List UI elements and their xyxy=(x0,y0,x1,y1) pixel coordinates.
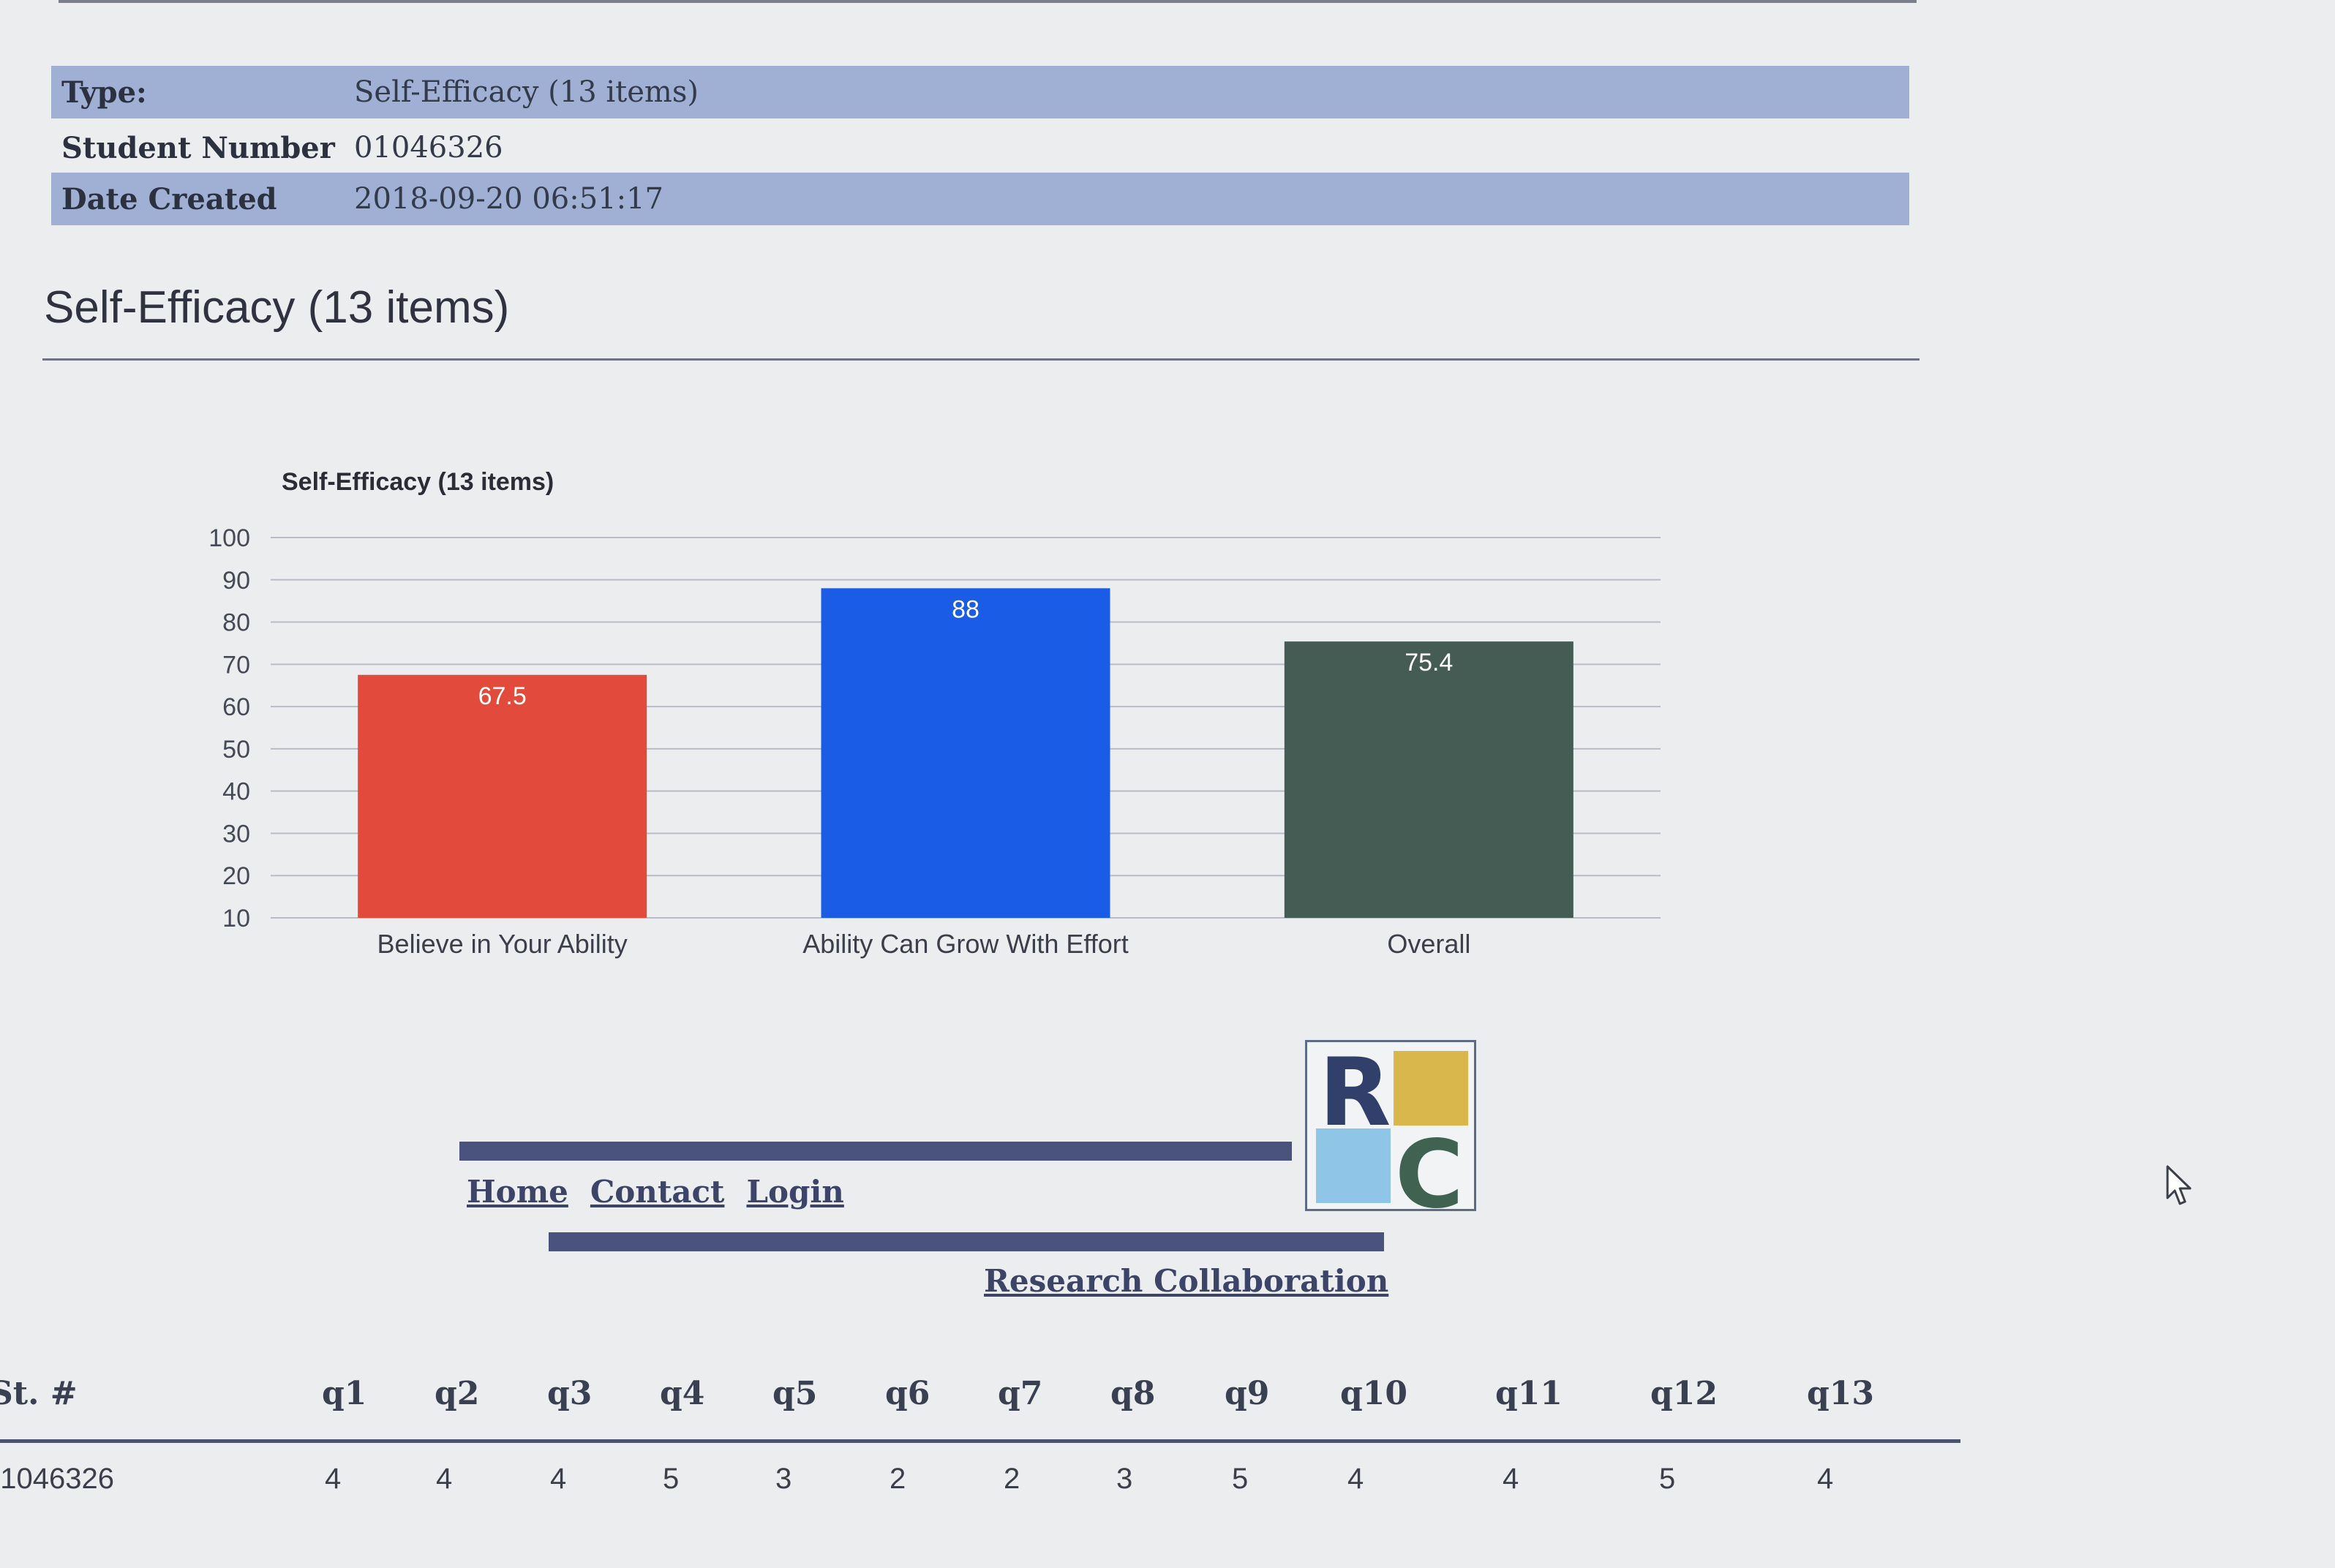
bar-2 xyxy=(821,588,1110,918)
data-label-1: 67.5 xyxy=(478,682,527,710)
header-q8: q8 xyxy=(1110,1375,1156,1412)
header-q7: q7 xyxy=(998,1375,1043,1412)
cell-student-number: 01046326 xyxy=(0,1463,114,1495)
logo-quadrant-gold xyxy=(1394,1051,1468,1126)
header-q11: q11 xyxy=(1495,1375,1563,1412)
y-tick-50: 50 xyxy=(222,736,250,764)
header-q13: q13 xyxy=(1807,1375,1874,1412)
header-q3: q3 xyxy=(547,1375,593,1412)
header-student-number: St. # xyxy=(0,1375,78,1412)
cell-q9: 5 xyxy=(1232,1463,1249,1495)
cell-q11: 4 xyxy=(1503,1463,1519,1495)
bar-1 xyxy=(358,674,647,918)
cell-q10: 4 xyxy=(1347,1463,1364,1495)
cell-q13: 4 xyxy=(1817,1463,1834,1495)
rc-logo: R C xyxy=(1305,1039,1476,1222)
y-tick-60: 60 xyxy=(222,693,250,721)
x-tick-label-1: Believe in Your Ability xyxy=(377,929,628,959)
y-tick-10: 10 xyxy=(222,905,250,932)
x-tick-label-3: Overall xyxy=(1387,929,1470,959)
cell-q1: 4 xyxy=(325,1463,342,1495)
top-divider xyxy=(59,0,1917,3)
logo-quadrant-r xyxy=(1316,1051,1391,1126)
logo-quadrant-blue xyxy=(1316,1128,1391,1203)
date-created-value: 2018-09-20 06:51:17 xyxy=(354,182,663,216)
section-divider xyxy=(42,358,1919,361)
cell-q12: 5 xyxy=(1659,1463,1676,1495)
y-tick-70: 70 xyxy=(222,651,250,679)
y-tick-40: 40 xyxy=(222,778,250,806)
y-tick-80: 80 xyxy=(222,609,250,637)
cell-q6: 2 xyxy=(890,1463,906,1495)
info-row-date: Date Created 2018-09-20 06:51:17 xyxy=(51,173,1909,225)
nav-bar-top xyxy=(459,1142,1292,1161)
type-label: Type: xyxy=(61,75,147,110)
home-link[interactable]: Home xyxy=(467,1174,568,1210)
header-q1: q1 xyxy=(322,1375,367,1412)
cell-q4: 5 xyxy=(663,1463,680,1495)
cell-q3: 4 xyxy=(550,1463,567,1495)
section-title: Self-Efficacy (13 items) xyxy=(44,282,510,333)
contact-link[interactable]: Contact xyxy=(590,1174,725,1210)
info-row-student: Student Number 01046326 xyxy=(51,121,1909,174)
nav-links: Home Contact Login xyxy=(467,1174,844,1210)
x-tick-label-2: Ability Can Grow With Effort xyxy=(802,929,1128,959)
bar-3 xyxy=(1284,641,1573,918)
header-q12: q12 xyxy=(1650,1375,1718,1412)
header-q4: q4 xyxy=(660,1375,705,1412)
header-q2: q2 xyxy=(435,1375,480,1412)
header-q5: q5 xyxy=(772,1375,818,1412)
logo-letter-r: R xyxy=(1319,1039,1391,1147)
data-label-2: 88 xyxy=(952,595,980,623)
student-number-value: 01046326 xyxy=(354,131,503,165)
info-row-type: Type: Self-Efficacy (13 items) xyxy=(51,66,1909,118)
cell-q8: 3 xyxy=(1116,1463,1133,1495)
login-link[interactable]: Login xyxy=(746,1174,844,1210)
header-q6: q6 xyxy=(885,1375,930,1412)
y-tick-100: 100 xyxy=(208,524,250,552)
cell-q2: 4 xyxy=(436,1463,453,1495)
y-tick-90: 90 xyxy=(222,567,250,595)
chart-title: Self-Efficacy (13 items) xyxy=(282,468,554,496)
student-number-label: Student Number xyxy=(61,130,335,165)
header-q9: q9 xyxy=(1225,1375,1270,1412)
cell-q7: 2 xyxy=(1004,1463,1020,1495)
research-collaboration-link[interactable]: Research Collaboration xyxy=(984,1263,1389,1299)
data-label-3: 75.4 xyxy=(1405,649,1453,676)
logo-letter-c: C xyxy=(1395,1120,1464,1229)
type-value: Self-Efficacy (13 items) xyxy=(354,75,699,109)
mouse-cursor-icon xyxy=(2166,1165,2192,1205)
logo-quadrant-c xyxy=(1394,1128,1468,1203)
y-tick-20: 20 xyxy=(222,862,250,890)
header-q10: q10 xyxy=(1340,1375,1407,1412)
date-created-label: Date Created xyxy=(61,181,277,216)
y-tick-30: 30 xyxy=(222,820,250,848)
table-header-divider xyxy=(0,1439,1960,1443)
cell-q5: 3 xyxy=(775,1463,792,1495)
bar-chart: Self-Efficacy (13 items) 10 20 30 40 50 60 70 80… xyxy=(208,468,1661,959)
nav-bar-bottom xyxy=(549,1232,1384,1251)
